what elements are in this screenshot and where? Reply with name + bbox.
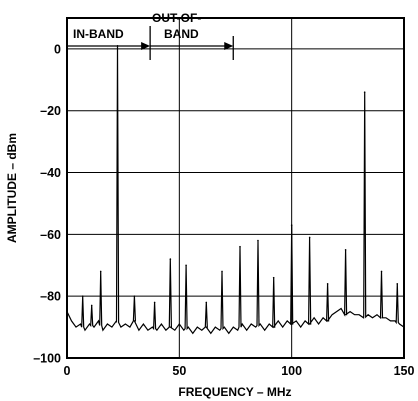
in-band-arrowhead <box>141 42 151 50</box>
y-tick-label: 0 <box>54 42 61 56</box>
peak-mark <box>239 245 241 248</box>
y-tick-label: –80 <box>40 290 61 304</box>
in-band-label: IN-BAND <box>73 27 124 41</box>
peak-mark <box>257 239 259 242</box>
out-of-band-label-line2: BAND <box>164 27 199 41</box>
x-tick-label: 100 <box>281 364 302 378</box>
x-tick-label: 50 <box>172 364 186 378</box>
peak-mark <box>380 270 383 273</box>
peak-mark <box>308 236 311 239</box>
spectrum-line <box>66 45 405 335</box>
peak-mark <box>363 91 366 93</box>
peak-mark <box>169 258 172 260</box>
y-tick-label: –20 <box>40 104 61 118</box>
peak-mark <box>81 295 84 297</box>
y-tick-label: –40 <box>40 166 61 180</box>
peak-mark <box>185 264 187 267</box>
y-tick-label: –100 <box>33 352 61 366</box>
peak-mark <box>396 283 399 285</box>
peak-mark <box>90 304 93 307</box>
out-of-band-arrowhead <box>224 42 234 50</box>
grid <box>67 18 404 358</box>
x-tick-label: 0 <box>64 364 71 378</box>
peak-mark <box>344 249 347 251</box>
peak-mark <box>290 224 293 226</box>
peak-mark <box>221 270 223 273</box>
peak-mark <box>153 301 156 304</box>
peak-mark <box>272 276 275 279</box>
peak-mark <box>133 295 136 297</box>
tick-labels: 0 50 100 150 0 –20 –40 –60 –80 –100 <box>33 42 414 378</box>
y-tick-label: –60 <box>40 228 61 242</box>
x-tick-label: 150 <box>394 364 415 378</box>
x-axis-label: FREQUENCY – MHz <box>178 385 291 399</box>
peak-mark <box>205 301 208 304</box>
spectrum-trace <box>66 45 405 335</box>
plot-frame <box>66 17 405 359</box>
y-axis-label: AMPLITUDE – dBm <box>5 133 19 243</box>
peak-mark <box>326 283 329 285</box>
peak-mark <box>99 270 102 273</box>
